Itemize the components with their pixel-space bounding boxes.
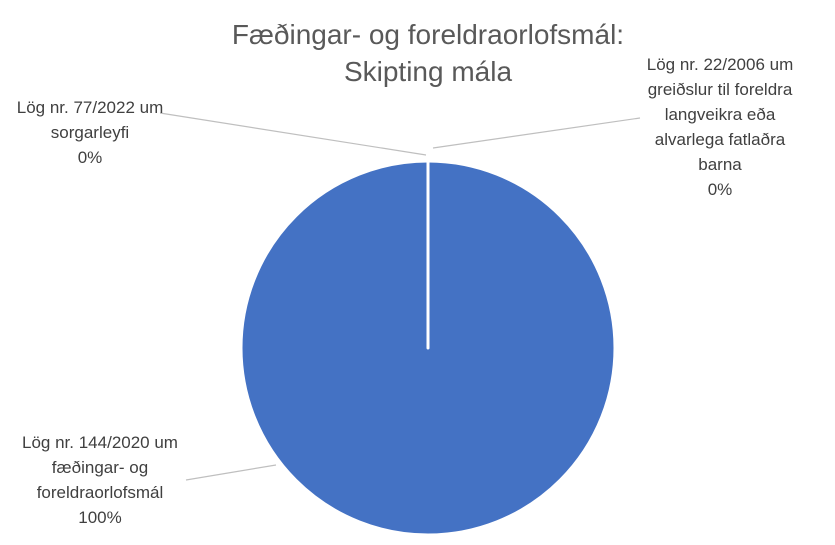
category-label: Lög nr. 22/2006 um greiðslur til foreldr… xyxy=(646,55,794,174)
value-label: 0% xyxy=(77,148,103,167)
category-label: Lög nr. 144/2020 um fæðingar- og foreldr… xyxy=(22,433,178,502)
data-label: Lög nr. 77/2022 um sorgarleyfi 0% xyxy=(10,95,170,170)
value-label: 0% xyxy=(707,180,733,199)
leader-lines xyxy=(159,112,641,481)
value-label: 100% xyxy=(78,508,122,527)
leader-line xyxy=(159,112,427,156)
data-label: Lög nr. 22/2006 um greiðslur til foreldr… xyxy=(640,52,800,202)
leader-line xyxy=(432,117,641,149)
category-label: Lög nr. 77/2022 um sorgarleyfi xyxy=(16,98,164,142)
chart-title: Fæðingar- og foreldraorlofsmál: Skipting… xyxy=(231,19,625,87)
data-label: Lög nr. 144/2020 um fæðingar- og foreldr… xyxy=(20,430,180,530)
leader-line xyxy=(185,464,277,481)
